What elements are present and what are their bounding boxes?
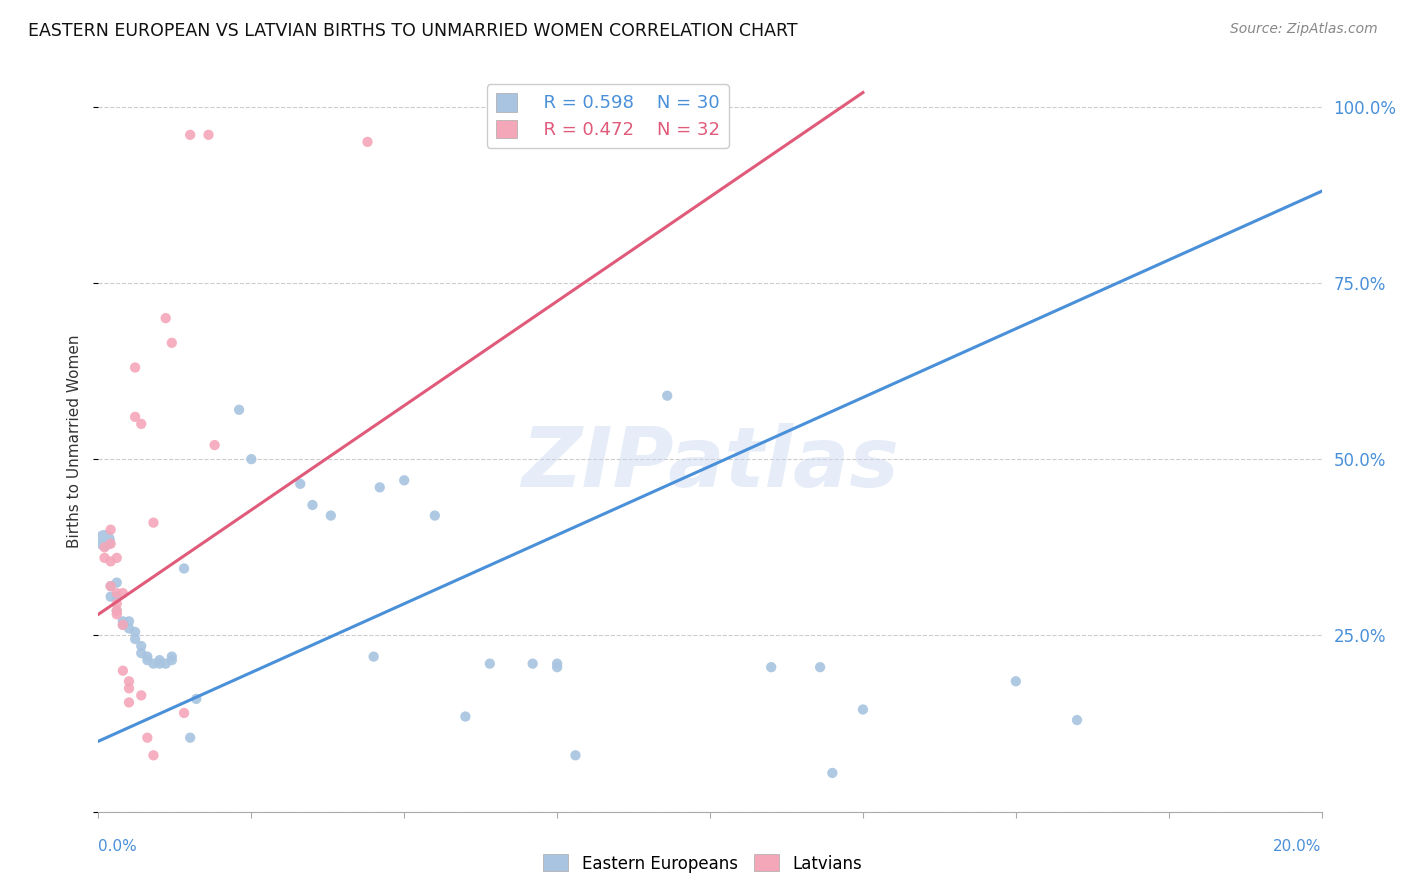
Point xyxy=(319,508,342,523)
Point xyxy=(173,561,195,575)
Point xyxy=(136,649,159,664)
Point xyxy=(363,649,385,664)
Point xyxy=(124,624,146,639)
Point xyxy=(657,389,679,403)
Point xyxy=(111,618,134,632)
Point xyxy=(105,607,128,622)
Point xyxy=(118,681,141,696)
Point xyxy=(105,597,128,611)
Point xyxy=(129,689,152,703)
Point xyxy=(160,649,183,664)
Point xyxy=(111,586,134,600)
Legend:   R = 0.598    N = 30,   R = 0.472    N = 32: R = 0.598 N = 30, R = 0.472 N = 32 xyxy=(486,84,728,148)
Point xyxy=(100,579,122,593)
Point xyxy=(105,586,128,600)
Point xyxy=(100,523,122,537)
Text: 20.0%: 20.0% xyxy=(1274,838,1322,854)
Legend: Eastern Europeans, Latvians: Eastern Europeans, Latvians xyxy=(537,847,869,880)
Point xyxy=(173,706,195,720)
Point xyxy=(1066,713,1088,727)
Point xyxy=(759,660,782,674)
Point xyxy=(368,480,391,494)
Point xyxy=(142,657,165,671)
Point xyxy=(821,766,844,780)
Text: ZIPatlas: ZIPatlas xyxy=(522,423,898,504)
Point xyxy=(228,402,250,417)
Point xyxy=(111,615,134,629)
Point xyxy=(93,550,115,565)
Text: 0.0%: 0.0% xyxy=(98,838,138,854)
Point xyxy=(155,311,177,326)
Point xyxy=(129,646,152,660)
Point xyxy=(142,516,165,530)
Point xyxy=(93,533,115,548)
Point xyxy=(179,128,201,142)
Point xyxy=(118,674,141,689)
Point xyxy=(160,335,183,350)
Point xyxy=(204,438,226,452)
Point xyxy=(111,618,134,632)
Point xyxy=(105,575,128,590)
Point xyxy=(111,664,134,678)
Point xyxy=(546,660,568,674)
Point xyxy=(136,731,159,745)
Point xyxy=(1004,674,1026,689)
Point xyxy=(852,702,875,716)
Point xyxy=(142,748,165,763)
Point xyxy=(124,409,146,424)
Point xyxy=(129,639,152,653)
Point xyxy=(118,615,141,629)
Point xyxy=(100,537,122,551)
Point xyxy=(118,621,141,635)
Text: EASTERN EUROPEAN VS LATVIAN BIRTHS TO UNMARRIED WOMEN CORRELATION CHART: EASTERN EUROPEAN VS LATVIAN BIRTHS TO UN… xyxy=(28,22,797,40)
Point xyxy=(105,590,128,604)
Point xyxy=(423,508,446,523)
Point xyxy=(546,657,568,671)
Point xyxy=(301,498,323,512)
Point xyxy=(118,695,141,709)
Point xyxy=(149,657,172,671)
Point xyxy=(149,653,172,667)
Point xyxy=(179,731,201,745)
Point xyxy=(100,579,122,593)
Point xyxy=(155,657,177,671)
Point xyxy=(356,135,378,149)
Point xyxy=(478,657,501,671)
Point xyxy=(100,590,122,604)
Text: Source: ZipAtlas.com: Source: ZipAtlas.com xyxy=(1230,22,1378,37)
Point xyxy=(240,452,263,467)
Point xyxy=(105,604,128,618)
Point xyxy=(100,554,122,568)
Point xyxy=(564,748,586,763)
Point xyxy=(105,604,128,618)
Y-axis label: Births to Unmarried Women: Births to Unmarried Women xyxy=(67,334,83,549)
Point xyxy=(650,128,672,142)
Point xyxy=(105,550,128,565)
Point xyxy=(129,417,152,431)
Point xyxy=(808,660,831,674)
Point xyxy=(124,360,146,375)
Point xyxy=(136,653,159,667)
Point xyxy=(124,632,146,646)
Point xyxy=(454,709,477,723)
Point xyxy=(522,657,544,671)
Point xyxy=(290,476,312,491)
Point xyxy=(392,473,416,487)
Point xyxy=(93,541,115,555)
Point xyxy=(160,653,183,667)
Point xyxy=(186,692,208,706)
Point xyxy=(197,128,219,142)
